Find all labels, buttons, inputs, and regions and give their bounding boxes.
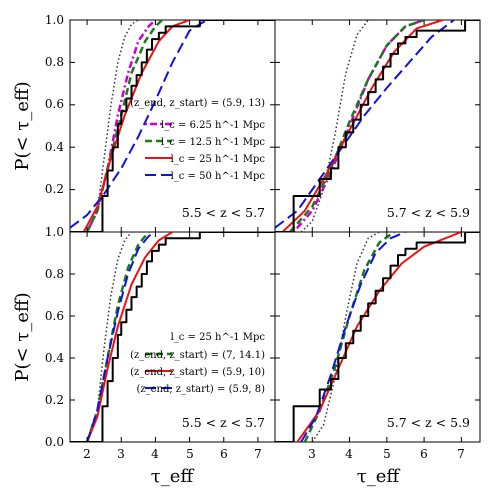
panel-label-bottom-left: 5.5 < z < 5.7 [182, 415, 265, 430]
series-line-black-step-observed [275, 20, 480, 232]
legend-label: l_c = 25 h^-1 Mpc [171, 154, 266, 165]
series-group-bottom-right [275, 232, 480, 442]
ytick-label-bottom: 0.8 [45, 267, 64, 281]
ytick-label-top: 0.4 [45, 140, 64, 154]
xtick-label-right: 3 [308, 447, 316, 461]
y-axis-label-top: P(< τ_eff) [12, 81, 33, 170]
ytick-label-bottom: 0.6 [45, 309, 64, 323]
series-line-black-dotted [311, 232, 380, 442]
y-axis-label-bottom: P(< τ_eff) [12, 292, 33, 381]
legend-entries: (z_end, z_start) = (7, 14.1) (z_end, z_st… [130, 350, 265, 395]
legend-title: (z_end, z_start) = (5.9, 13) [130, 98, 265, 109]
legend-title: l_c = 25 h^-1 Mpc [171, 332, 266, 343]
legend-top-left: (z_end, z_start) = (5.9, 13) l_c = 6.25 … [130, 98, 265, 182]
legend-entries: l_c = 6.25 h^-1 Mpc l_c = 12.5 h^-1 Mpc l_… [145, 120, 265, 182]
panel-label-bottom-right: 5.7 < z < 5.9 [387, 415, 470, 430]
series-line-blue-longdash [86, 232, 156, 442]
xtick-label-right: 4 [345, 447, 353, 461]
legend-label: (z_end, z_start) = (7, 14.1) [130, 350, 265, 361]
series-line-black-dotted [86, 232, 133, 442]
xtick-label-left: 2 [83, 447, 91, 461]
xtick-label-left: 3 [117, 447, 125, 461]
series-group-bottom-left [70, 232, 275, 442]
series-line-black-step-observed [70, 232, 275, 442]
series-line-black-step-observed [70, 20, 275, 232]
xtick-label-left: 7 [254, 447, 262, 461]
axis-ticks [70, 19, 480, 443]
series-line-magenta-dashdot [292, 20, 425, 232]
xtick-label-right: 5 [383, 447, 391, 461]
series-group-top-right [275, 20, 480, 232]
panel-label-top-right: 5.7 < z < 5.9 [387, 205, 470, 220]
panel-label-top-left: 5.5 < z < 5.7 [182, 205, 265, 220]
legend-bottom-left: l_c = 25 h^-1 Mpc (z_end, z_start) = (7,… [130, 332, 265, 395]
panel-frame-bottom-right [274, 231, 481, 443]
series-line-green-dashed [288, 20, 425, 232]
x-axis-label-right: τ_eff [357, 466, 401, 487]
ytick-label-top: 0.8 [45, 55, 64, 69]
ytick-label-bottom: 0.2 [45, 393, 64, 407]
series-line-red-solid [296, 232, 462, 442]
xtick-label-left: 6 [220, 447, 228, 461]
ytick-label-bottom: 0.0 [45, 435, 64, 449]
legend-label: (z_end, z_start) = (5.9, 8) [136, 384, 265, 395]
ytick-label-bottom: 0.4 [45, 351, 64, 365]
ytick-label-top: 0.6 [45, 97, 64, 111]
xtick-label-left: 5 [186, 447, 194, 461]
series-line-blue-longdash [275, 20, 455, 229]
ytick-label-top: 1.0 [45, 13, 64, 27]
series-group-top-left [70, 20, 275, 232]
x-axis-label-left: τ_eff [151, 466, 195, 487]
ytick-label-top: 0.2 [45, 182, 64, 196]
xtick-label-left: 4 [151, 447, 159, 461]
ytick-label-top: 1.0 [45, 225, 64, 239]
series-line-red-solid [86, 232, 174, 442]
series-line-blue-longdash [70, 20, 208, 229]
series-line-green-dashed [85, 20, 164, 232]
legend-label: l_c = 12.5 h^-1 Mpc [161, 137, 265, 148]
xtick-label-right: 7 [457, 447, 465, 461]
series-line-black-dotted [86, 20, 139, 232]
series-line-blue-longdash [300, 232, 406, 442]
xtick-label-right: 6 [420, 447, 428, 461]
legend-label: l_c = 6.25 h^-1 Mpc [161, 120, 265, 131]
series-line-black-step-observed [275, 232, 480, 442]
legend-label: (z_end, z_start) = (5.9, 10) [130, 367, 265, 378]
legend-label: l_c = 50 h^-1 Mpc [171, 171, 266, 182]
